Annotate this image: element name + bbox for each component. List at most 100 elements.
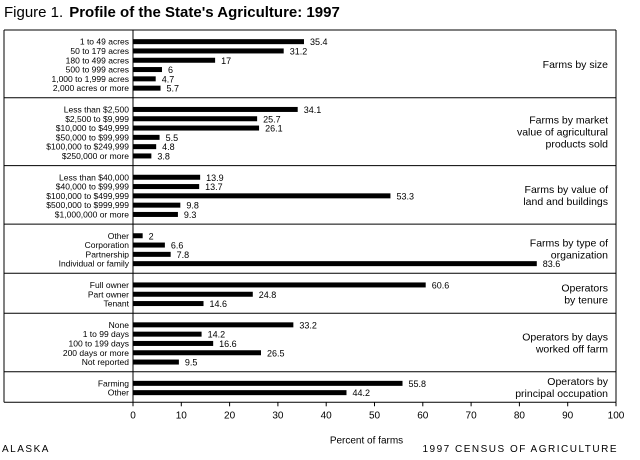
data-label: 83.6: [543, 259, 561, 269]
bar: [133, 301, 204, 307]
bar: [133, 67, 162, 73]
data-label: 35.4: [310, 37, 328, 47]
category-label: 100 to 199 days: [69, 338, 130, 348]
footer-state-label: ALASKA: [2, 444, 50, 455]
bar: [133, 261, 537, 267]
category-label: 2,000 acres or more: [53, 83, 129, 93]
group-title: Farms by size: [543, 59, 609, 71]
data-label: 9.5: [185, 358, 198, 368]
category-label: $10,000 to $49,999: [56, 123, 130, 133]
data-label: 44.2: [352, 388, 370, 398]
data-label: 33.2: [299, 320, 317, 330]
group-title: Farms by market: [529, 115, 608, 127]
category-label: Full owner: [90, 280, 129, 290]
x-tick-label: 60: [417, 410, 429, 421]
bar: [133, 340, 214, 346]
bar: [133, 116, 258, 122]
data-label: 14.6: [210, 299, 228, 309]
group-title: Operators: [561, 282, 608, 294]
data-label: 34.1: [304, 105, 322, 115]
group-title: products sold: [546, 139, 609, 151]
category-label: $100,000 to $499,999: [46, 191, 129, 201]
x-axis-title: Percent of farms: [330, 435, 403, 446]
data-label: 24.8: [259, 290, 277, 300]
bar: [133, 125, 260, 131]
category-label: $250,000 or more: [62, 151, 129, 161]
bar: [133, 233, 143, 239]
data-label: 3.8: [157, 151, 170, 161]
bar: [133, 153, 152, 159]
category-label: $1,000,000 or more: [55, 209, 129, 219]
group-title: worked off farm: [535, 343, 608, 355]
bar: [133, 134, 160, 140]
category-label: 1 to 99 days: [83, 329, 129, 339]
data-label: 60.6: [432, 280, 450, 290]
data-label: 31.2: [290, 46, 308, 56]
data-label: 13.9: [206, 173, 224, 183]
data-label: 4.7: [162, 74, 175, 84]
group-title: Operators by: [547, 376, 608, 388]
group-title: Operators by days: [522, 331, 608, 343]
category-label: 50 to 179 acres: [70, 46, 129, 56]
bar: [133, 211, 178, 217]
bar: [133, 144, 157, 150]
category-label: 1,000 to 1,999 acres: [51, 74, 129, 84]
x-tick-label: 70: [466, 410, 478, 421]
data-label: 25.7: [263, 114, 281, 124]
x-tick-label: 10: [176, 410, 188, 421]
bar: [133, 184, 200, 190]
bar: [133, 282, 426, 288]
category-label: Tenant: [103, 299, 129, 309]
bar: [133, 242, 165, 248]
group-title: land and buildings: [523, 196, 608, 208]
category-label: Not reported: [82, 357, 130, 367]
category-label: Less than $40,000: [59, 172, 129, 182]
category-label: 200 days or more: [63, 348, 129, 358]
data-label: 9.8: [186, 201, 199, 211]
bar: [133, 350, 261, 356]
bar: [133, 390, 347, 396]
data-label: 26.5: [267, 348, 285, 358]
data-label: 4.8: [162, 142, 175, 152]
footer-census-label: 1997 CENSUS OF AGRICULTURE: [422, 444, 618, 455]
figure-number: Figure 1.: [4, 4, 64, 21]
bar: [133, 85, 161, 91]
category-label: $40,000 to $99,999: [56, 182, 130, 192]
bar: [133, 48, 284, 54]
bar: [133, 322, 294, 328]
data-label: 16.6: [219, 339, 237, 349]
x-tick-label: 80: [514, 410, 526, 421]
bar: [133, 291, 253, 297]
bar: [133, 359, 179, 365]
category-label: $500,000 to $999,999: [46, 200, 129, 210]
data-label: 5.7: [167, 84, 180, 94]
data-label: 14.2: [208, 330, 226, 340]
bar: [133, 331, 202, 337]
x-tick-label: 0: [130, 410, 136, 421]
category-label: $50,000 to $99,999: [56, 132, 130, 142]
bar: [133, 57, 216, 63]
category-label: Corporation: [85, 240, 130, 250]
bar: [133, 39, 304, 45]
data-label: 17: [221, 56, 231, 66]
category-label: Farming: [98, 378, 129, 388]
category-label: 1 to 49 acres: [80, 37, 129, 47]
bar: [133, 380, 403, 386]
data-label: 55.8: [409, 379, 427, 389]
category-label: $100,000 to $249,999: [46, 142, 129, 152]
category-label: Other: [108, 231, 129, 241]
bar: [133, 106, 298, 112]
group-title: principal occupation: [515, 388, 608, 400]
data-label: 9.3: [184, 210, 197, 220]
data-label: 6.6: [171, 241, 184, 251]
x-tick-label: 90: [562, 410, 574, 421]
data-label: 5.5: [166, 133, 179, 143]
chart-title: Profile of the State's Agriculture: 1997: [69, 4, 340, 21]
group-title: by tenure: [564, 294, 608, 306]
data-label: 7.8: [177, 250, 190, 260]
data-label: 26.1: [265, 124, 283, 134]
group-title: value of agricultural: [517, 127, 608, 139]
group-title: organization: [551, 250, 608, 262]
group-title: Farms by type of: [530, 238, 608, 250]
bar: [133, 174, 201, 180]
